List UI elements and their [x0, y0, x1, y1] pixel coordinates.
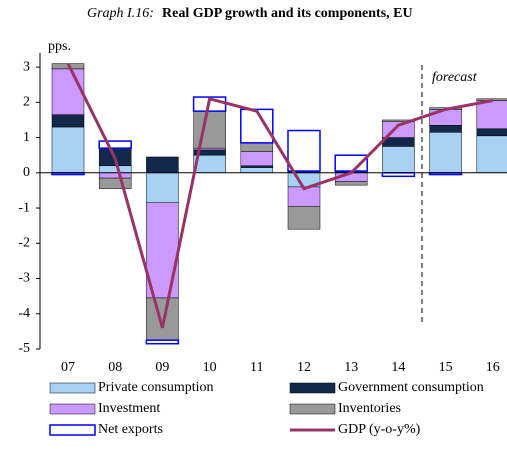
bar-segment — [240, 108, 274, 144]
legend-label: Inventories — [338, 401, 401, 416]
bar-segment — [287, 129, 321, 172]
legend-swatch — [49, 424, 96, 436]
bar-segment — [381, 172, 416, 178]
gdp-line — [66, 62, 494, 329]
bar-segment — [240, 167, 274, 174]
bar-segment — [476, 100, 507, 130]
bar-segment — [476, 128, 507, 137]
chart-title: Real GDP growth and its components, EU — [162, 6, 413, 21]
legend-label: Investment — [98, 401, 160, 416]
title-prefix: Graph I.16: — [87, 6, 154, 21]
x-tick-label: 12 — [297, 360, 311, 375]
bar-segment — [146, 172, 179, 204]
bar-segment — [98, 177, 132, 189]
x-tick-label: 08 — [108, 360, 122, 375]
bar-segment — [240, 151, 274, 167]
bar-segment — [146, 156, 179, 174]
y-tick-label: -4 — [18, 306, 30, 321]
bar-segment — [51, 114, 85, 128]
x-tick-label: 15 — [439, 360, 453, 375]
x-tick-label: 13 — [344, 360, 358, 375]
legend-swatch — [49, 403, 96, 415]
y-tick-label: 1 — [23, 130, 30, 145]
bar-segment — [51, 126, 85, 174]
y-tick-label: -2 — [18, 236, 30, 251]
x-tick-label: 07 — [61, 360, 75, 375]
y-tick-label: -5 — [18, 341, 30, 356]
x-tick-label: 09 — [155, 360, 169, 375]
legend-swatch — [289, 403, 336, 415]
bar-segment — [240, 142, 274, 152]
x-tick-label: 14 — [391, 360, 405, 375]
y-unit: pps. — [48, 39, 71, 54]
bar-segment — [145, 339, 180, 345]
bar-segment — [193, 110, 226, 149]
x-tick-label: 11 — [250, 360, 263, 375]
bar-segment — [98, 165, 132, 174]
legend-label: Government consumption — [338, 380, 484, 395]
y-tick-label: 3 — [23, 59, 30, 74]
bar-segment — [146, 297, 179, 341]
bar-segment — [429, 132, 462, 174]
bar-segment — [51, 68, 85, 115]
y-tick-label: -3 — [18, 271, 30, 286]
legend-label: Net exports — [98, 422, 163, 437]
legend-swatch — [289, 382, 336, 394]
y-tick-label: -1 — [18, 200, 30, 215]
bar-segment — [240, 165, 274, 168]
legend-swatch — [49, 382, 96, 394]
legend-label: GDP (y-o-y%) — [338, 422, 421, 437]
bar-segment — [98, 140, 132, 149]
bar-segment — [429, 124, 462, 133]
bar-segment — [287, 206, 321, 230]
y-tick-label: 2 — [23, 95, 30, 110]
legend-label: Private consumption — [98, 380, 214, 395]
y-tick-label: 0 — [23, 165, 30, 180]
bar-segment — [382, 137, 415, 147]
bar-segment — [382, 146, 415, 174]
annotation: forecast — [432, 70, 478, 85]
bar-segment — [334, 181, 368, 186]
bar-segment — [98, 172, 132, 179]
x-tick-label: 16 — [486, 360, 500, 375]
x-tick-label: 10 — [203, 360, 217, 375]
bar-segment — [476, 135, 507, 174]
